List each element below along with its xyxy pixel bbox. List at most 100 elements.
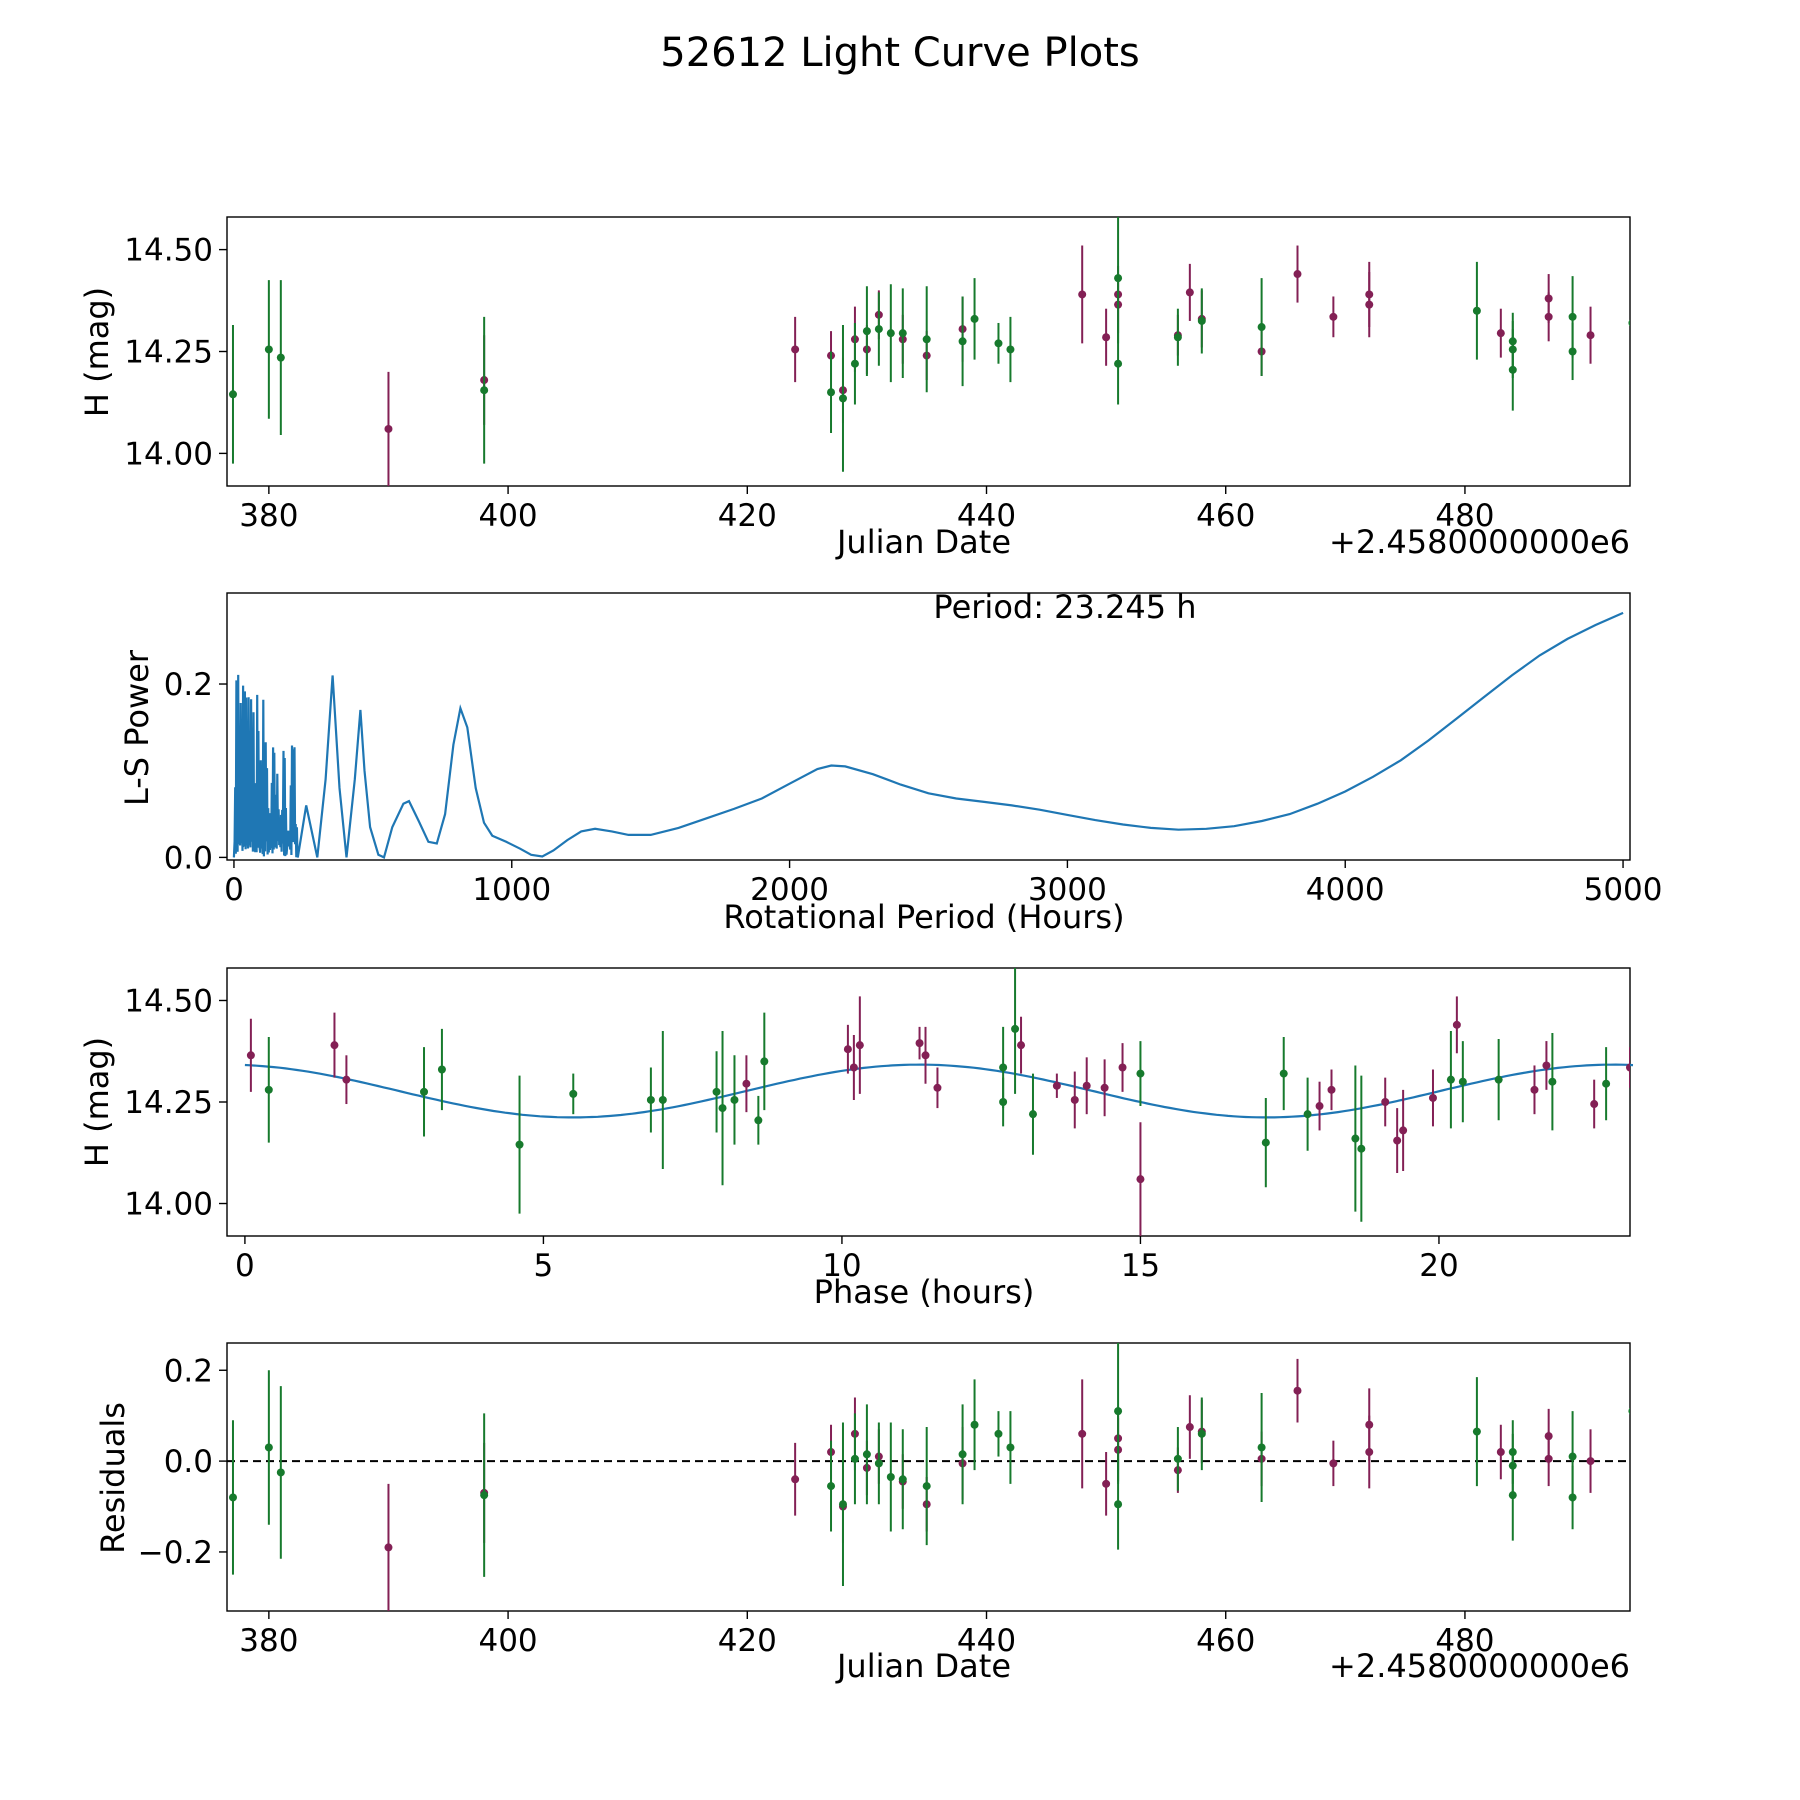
folded-point	[1070, 1095, 1079, 1104]
folded-point	[264, 1085, 273, 1094]
lightcurve-point	[850, 359, 859, 368]
lightcurve-point	[384, 424, 393, 433]
periodogram-xtick-label: 3000	[1028, 872, 1107, 908]
lightcurve-xtick-label: 440	[957, 498, 1016, 534]
lightcurve-point	[1628, 319, 1630, 327]
folded-point	[1494, 1075, 1503, 1084]
residuals-point	[1257, 1443, 1266, 1452]
folded-point	[1452, 1020, 1461, 1029]
folded-point	[1428, 1093, 1437, 1102]
residuals-point	[1508, 1491, 1517, 1500]
folded-point	[730, 1095, 739, 1104]
folded-point	[754, 1116, 763, 1125]
folded-point	[1590, 1100, 1599, 1109]
axes-folded: 0 5 10 15 20 14.00 14.25 14.50	[124, 967, 1631, 1284]
lightcurve-points	[228, 217, 1630, 486]
folded-point	[569, 1089, 578, 1098]
periodogram-xlabel: Rotational Period (Hours)	[723, 898, 1124, 936]
residuals-point	[1078, 1429, 1087, 1438]
folded-point	[718, 1104, 727, 1113]
folded-point	[999, 1063, 1008, 1072]
period-annotation: Period: 23.245 h	[933, 588, 1196, 626]
panel-residuals: Julian Date +2.4580000000e6 Residuals	[94, 1402, 1630, 1685]
lightcurve-point	[874, 325, 883, 334]
residuals-point	[1586, 1457, 1595, 1466]
folded-point	[1017, 1041, 1026, 1050]
folded-point	[1602, 1079, 1611, 1088]
lightcurve-xtick-label: 460	[1196, 498, 1255, 534]
folded-point	[921, 1051, 930, 1060]
folded-point	[849, 1063, 858, 1072]
folded-point	[658, 1095, 667, 1104]
folded-point	[1351, 1134, 1360, 1143]
folded-xtick-label: 0	[235, 1248, 255, 1284]
lightcurve-point	[1173, 333, 1182, 342]
residuals-point	[922, 1482, 931, 1491]
residuals-point	[384, 1543, 393, 1552]
folded-point	[1327, 1085, 1336, 1094]
residuals-point	[1568, 1452, 1577, 1461]
folded-point	[1261, 1138, 1270, 1147]
residuals-point	[276, 1468, 285, 1477]
lightcurve-point	[958, 337, 967, 346]
residuals-ytick-label: 0.0	[164, 1444, 213, 1480]
folded-point	[1626, 1063, 1630, 1072]
residuals-point	[1102, 1479, 1111, 1488]
folded-ylabel: H (mag)	[78, 1037, 116, 1167]
lightcurve-point	[1197, 316, 1206, 325]
axes-residuals: 380 400 420 440 460 480 −0.2 0.0 0.2	[138, 1342, 1631, 1659]
periodogram-xtick-label: 5000	[1584, 872, 1663, 908]
lightcurve-point	[480, 386, 489, 395]
residuals-point	[1472, 1427, 1481, 1436]
folded-point	[1011, 1024, 1020, 1033]
residuals-point	[1365, 1420, 1374, 1429]
lightcurve-xtick-label: 380	[239, 498, 298, 534]
panel-lightcurve: Julian Date +2.4580000000e6 H (mag)	[78, 287, 1630, 561]
lightcurve-point	[898, 329, 907, 338]
folded-point	[933, 1083, 942, 1092]
lightcurve-point	[1006, 345, 1015, 354]
folded-ytick-label: 14.00	[124, 1187, 213, 1223]
folded-point	[1082, 1081, 1091, 1090]
lightcurve-point	[970, 314, 979, 323]
residuals-xtick-label: 400	[478, 1623, 537, 1659]
lightcurve-point	[1114, 274, 1123, 283]
residuals-point	[1173, 1454, 1182, 1463]
folded-point	[742, 1079, 751, 1088]
folded-point	[1548, 1077, 1557, 1086]
residuals-point	[850, 1454, 859, 1463]
lightcurve-point	[1568, 312, 1577, 321]
lightcurve-point	[1508, 365, 1517, 374]
folded-point	[1315, 1102, 1324, 1111]
residuals-point	[1496, 1448, 1505, 1457]
residuals-point	[1197, 1429, 1206, 1438]
lightcurve-point	[1257, 323, 1266, 332]
folded-xtick-label: 15	[1121, 1248, 1160, 1284]
folded-xtick-label: 10	[822, 1248, 861, 1284]
folded-point	[1446, 1075, 1455, 1084]
folded-point	[342, 1075, 351, 1084]
lightcurve-point	[1329, 312, 1338, 321]
residuals-point	[1544, 1454, 1553, 1463]
folded-point	[1136, 1069, 1145, 1078]
lightcurve-point	[1544, 312, 1553, 321]
lightcurve-point	[1114, 359, 1123, 368]
lightcurve-ylabel: H (mag)	[78, 287, 116, 417]
residuals-point	[1628, 1407, 1630, 1415]
residuals-point	[874, 1459, 883, 1468]
figure-title: 52612 Light Curve Plots	[660, 30, 1139, 76]
lightcurve-point	[838, 394, 847, 403]
residuals-ytick-label: −0.2	[138, 1535, 213, 1571]
residuals-point	[958, 1450, 967, 1459]
folded-point	[1118, 1063, 1127, 1072]
lightcurve-point	[1185, 288, 1194, 297]
lightcurve-point	[264, 345, 273, 354]
lightcurve-point	[922, 335, 931, 344]
residuals-point	[827, 1482, 836, 1491]
lightcurve-frame	[226, 216, 1631, 487]
lightcurve-point	[994, 339, 1003, 348]
lightcurve-point	[862, 327, 871, 336]
folded-point	[999, 1098, 1008, 1106]
folded-point	[330, 1041, 339, 1050]
residuals-point	[264, 1443, 273, 1452]
